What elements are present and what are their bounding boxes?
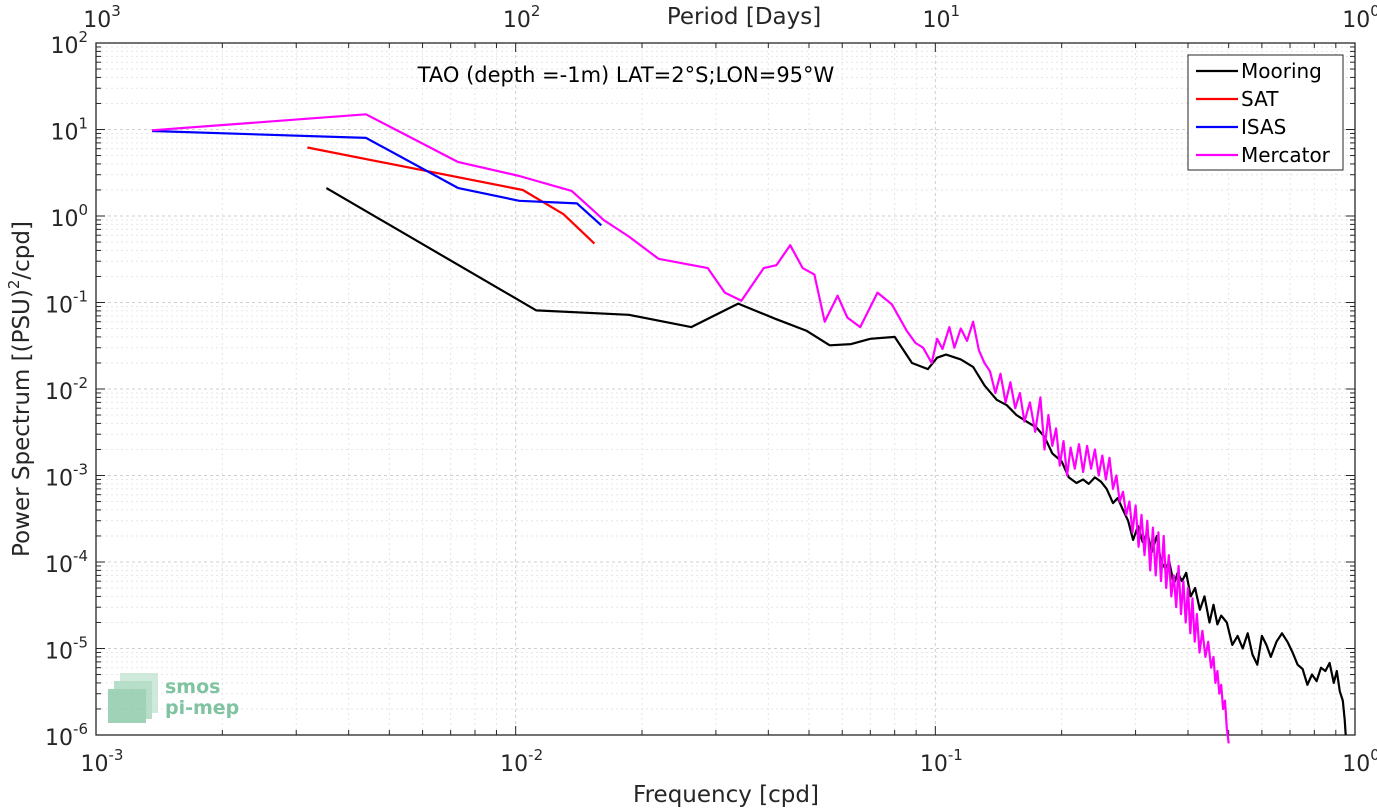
top-tick-label-exponent: 0	[1370, 2, 1377, 20]
x-tick-label: 10-3	[81, 746, 124, 777]
series-line-mercator	[151, 113, 1230, 744]
y-tick-label-exponent: -3	[73, 461, 88, 479]
y-tick-label: 102	[50, 28, 88, 59]
y-tick-label-exponent: 1	[78, 115, 88, 133]
y-tick-label-exponent: -2	[73, 374, 88, 392]
top-tick-label: 103	[83, 2, 121, 33]
top-tick-label: 100	[1342, 2, 1377, 33]
top-tick-label-base: 10	[923, 8, 951, 33]
top-tick-label-exponent: 3	[111, 2, 121, 20]
y-tick-label-exponent: 0	[78, 201, 88, 219]
chart-title: TAO (depth =-1m) LAT=2°S;LON=95°W	[417, 63, 835, 87]
x-tick-label-exponent: -3	[109, 746, 124, 764]
y-tick-label: 10-6	[45, 720, 88, 751]
top-tick-label-exponent: 2	[531, 2, 541, 20]
x-tick-label: 10-2	[500, 746, 543, 777]
y-tick-label-base: 10	[45, 380, 73, 405]
logo-text-smos: smos	[165, 676, 220, 698]
y-tick-label-base: 10	[45, 640, 73, 665]
y-tick-label: 10-3	[45, 461, 88, 492]
y-tick-label-exponent: 2	[78, 28, 88, 46]
x-tick-label-base: 10	[1342, 752, 1370, 777]
logo-mark	[108, 673, 158, 723]
top-tick-label-exponent: 1	[951, 2, 961, 20]
y-tick-label-base: 10	[45, 467, 73, 492]
y-tick-label-exponent: -4	[73, 547, 88, 565]
y-axis-label-exponent: 2	[5, 280, 23, 290]
logo-text-pi-mep: pi-mep	[165, 697, 239, 719]
top-tick-label-base: 10	[83, 8, 111, 33]
x-tick-label-base: 10	[81, 752, 109, 777]
y-tick-label: 10-5	[45, 634, 88, 665]
x-tick-label-base: 10	[920, 752, 948, 777]
x-tick-label: 10-1	[920, 746, 963, 777]
y-tick-label: 10-1	[45, 288, 88, 319]
top-tick-label-base: 10	[503, 8, 531, 33]
y-tick-label-base: 10	[45, 726, 73, 751]
y-tick-label-base: 10	[45, 294, 73, 319]
x-tick-label-exponent: 0	[1370, 746, 1377, 764]
axis-tick-marks	[95, 42, 1356, 736]
x-tick-label-exponent: -1	[948, 746, 963, 764]
top-tick-label: 101	[923, 2, 961, 33]
y-axis-label-main: Power Spectrum [(PSU)	[9, 289, 35, 557]
y-tick-label-exponent: -1	[73, 288, 88, 306]
y-axis-label: Power Spectrum [(PSU)2/cpd]	[5, 221, 35, 557]
smos-pi-mep-logo: smos pi-mep	[108, 673, 239, 723]
top-tick-label-base: 10	[1342, 8, 1370, 33]
y-tick-label-exponent: -5	[73, 634, 88, 652]
x-tick-label-exponent: -2	[528, 746, 543, 764]
legend-label-isas: ISAS	[1241, 115, 1286, 139]
legend-label-mercator: Mercator	[1241, 143, 1331, 167]
legend-label-mooring: Mooring	[1241, 59, 1322, 83]
top-tick-label: 102	[503, 2, 541, 33]
major-gridlines	[96, 43, 1355, 735]
y-tick-label-base: 10	[50, 121, 78, 146]
legend: Mooring SAT ISAS Mercator	[1187, 54, 1344, 171]
y-tick-label-base: 10	[45, 553, 73, 578]
y-tick-label: 101	[50, 115, 88, 146]
y-tick-label-base: 10	[50, 207, 78, 232]
x-tick-label: 100	[1342, 746, 1377, 777]
y-axis-label-tail: /cpd]	[9, 221, 35, 280]
y-tick-label-base: 10	[50, 34, 78, 59]
top-x-axis-label: Period [Days]	[667, 4, 821, 30]
x-tick-label-base: 10	[500, 752, 528, 777]
y-tick-label: 100	[50, 201, 88, 232]
series-layer	[151, 113, 1347, 744]
legend-box	[1187, 54, 1344, 171]
y-tick-label-exponent: -6	[73, 720, 88, 738]
y-tick-label: 10-2	[45, 374, 88, 405]
x-axis-label: Frequency [cpd]	[633, 782, 819, 808]
legend-label-sat: SAT	[1241, 87, 1279, 111]
y-tick-label: 10-4	[45, 547, 88, 578]
series-line-isas	[151, 129, 603, 227]
